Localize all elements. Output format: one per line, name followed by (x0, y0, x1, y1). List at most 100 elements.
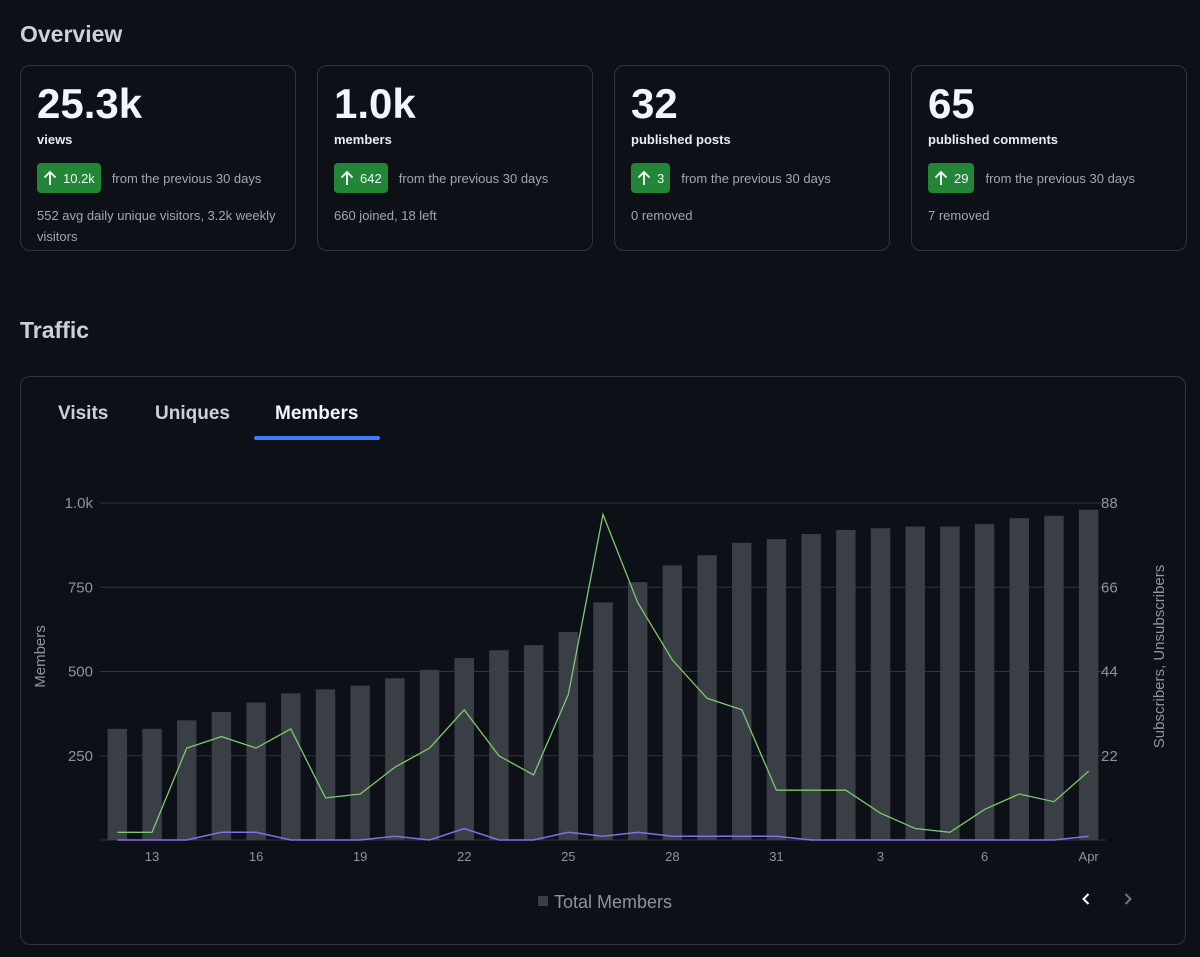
arrow-up-icon (637, 170, 651, 185)
arrow-up-icon (934, 170, 948, 185)
x-tick-label: 6 (981, 849, 988, 864)
members-chart: 250 500 750 1.0k 22 44 66 88 13 16 19 22 25 28 31 3 6 Apr… (32, 495, 1168, 912)
tab-visits[interactable]: Visits (58, 403, 109, 424)
delta-badge: 642 (334, 163, 388, 193)
bar-total-members (766, 539, 787, 840)
x-tick-label: 31 (769, 849, 783, 864)
x-tick-label: 3 (877, 849, 884, 864)
stat-value: 65 (928, 80, 975, 127)
y2-axis-title: Subscribers, Unsubscribers (1151, 565, 1168, 748)
delta-period: from the previous 30 days (985, 170, 1136, 186)
previous-page-button[interactable] (1074, 887, 1098, 911)
bar-total-members (454, 658, 474, 840)
x-tick-label: 16 (249, 849, 263, 864)
bar-total-members (523, 645, 544, 840)
stat-label: members (334, 132, 392, 147)
bar-total-members (281, 693, 301, 840)
bar-total-members (558, 632, 579, 840)
delta-badge: 3 (631, 163, 671, 193)
x-tick-label: 13 (145, 849, 159, 864)
active-tab-indicator (254, 436, 380, 440)
delta-row: 10.2k from the previous 30 days (37, 163, 279, 193)
delta-period: from the previous 30 days (111, 170, 262, 186)
bar-total-members (419, 669, 440, 840)
y-tick-label: 250 (68, 748, 93, 765)
next-page-button[interactable] (1116, 887, 1140, 911)
stat-value: 25.3k (37, 80, 143, 127)
overview-title: Overview (20, 21, 123, 47)
stat-value: 32 (631, 80, 678, 127)
bar-total-members (940, 526, 960, 840)
stat-card-comments: 65 published comments 29 from the previo… (911, 65, 1187, 251)
overview-cards: 25.3k views 10.2k from the previous 30 d… (20, 65, 1187, 251)
x-tick-label: 25 (561, 849, 575, 864)
delta-badge: 10.2k (37, 163, 101, 193)
stat-note: 7 removed (928, 208, 990, 223)
traffic-panel: Visits Uniques Members 250 500 750 1.0k 22 44… (20, 376, 1186, 945)
bar-total-members (732, 542, 752, 840)
stat-note: 660 joined, 18 left (334, 208, 437, 223)
stat-value: 1.0k (334, 80, 416, 127)
bar-total-members (246, 702, 266, 840)
y-tick-label: 1.0k (65, 495, 94, 512)
y-axis-title: Members (32, 625, 49, 688)
bar-total-members (1078, 509, 1099, 840)
bar-total-members (1009, 518, 1029, 840)
bar-total-members (627, 582, 648, 840)
x-tick-label: 28 (665, 849, 679, 864)
stat-note: 552 avg daily unique visitors, 3.2k week… (37, 208, 276, 244)
y2-tick-label: 88 (1101, 495, 1118, 512)
tab-uniques[interactable]: Uniques (155, 403, 230, 424)
bar-total-members (974, 523, 995, 840)
stat-label: published posts (631, 132, 731, 147)
bar-total-members (1044, 515, 1064, 840)
bar-total-members (211, 711, 232, 840)
delta-value: 3 (657, 170, 665, 186)
bar-total-members (593, 602, 613, 840)
bar-total-members (107, 728, 128, 840)
subscribers-line (117, 512, 1090, 833)
bar-total-members (315, 689, 336, 840)
stat-note: 0 removed (631, 208, 693, 223)
arrow-up-icon (340, 170, 354, 185)
delta-row: 3 from the previous 30 days (631, 163, 873, 193)
chevron-right-icon (1124, 893, 1132, 905)
stat-card-views: 25.3k views 10.2k from the previous 30 d… (20, 65, 296, 251)
y2-tick-label: 66 (1101, 579, 1118, 596)
delta-period: from the previous 30 days (398, 170, 549, 186)
x-tick-label: Apr (1079, 849, 1100, 864)
bar-total-members (385, 678, 405, 840)
legend-swatch-total-members (538, 896, 548, 906)
y2-tick-label: 22 (1101, 748, 1118, 765)
delta-value: 29 (954, 170, 969, 186)
delta-row: 29 from the previous 30 days (928, 163, 1170, 193)
bar-total-members (350, 685, 370, 840)
traffic-title: Traffic (20, 317, 90, 343)
delta-badge: 29 (928, 163, 975, 193)
bar-total-members (870, 528, 891, 840)
bar-total-members (662, 565, 683, 840)
delta-period: from the previous 30 days (681, 170, 831, 186)
bar-total-members (142, 728, 162, 840)
y2-tick-label: 44 (1101, 664, 1118, 681)
x-tick-label: 22 (457, 849, 471, 864)
stat-card-posts: 32 published posts 3 from the previous 3… (614, 65, 890, 251)
bar-total-members (489, 650, 509, 840)
delta-value: 642 (360, 170, 382, 186)
unsubscribers-line (117, 827, 1089, 841)
bar-total-members (801, 534, 821, 840)
bar-total-members (905, 526, 925, 840)
bar-total-members (177, 720, 197, 840)
y-tick-label: 500 (68, 664, 93, 681)
legend-label-total-members: Total Members (554, 892, 672, 912)
stat-card-members: 1.0k members 642 from the previous 30 da… (317, 65, 593, 251)
y-tick-label: 750 (68, 579, 93, 596)
delta-row: 642 from the previous 30 days (334, 163, 576, 193)
stat-label: published comments (928, 132, 1059, 147)
delta-value: 10.2k (63, 170, 95, 186)
bar-total-members (836, 529, 856, 840)
tab-members[interactable]: Members (275, 403, 359, 424)
traffic-tabs: Visits Uniques Members (21, 377, 1185, 447)
arrow-up-icon (43, 170, 57, 185)
chevron-left-icon (1082, 893, 1090, 905)
